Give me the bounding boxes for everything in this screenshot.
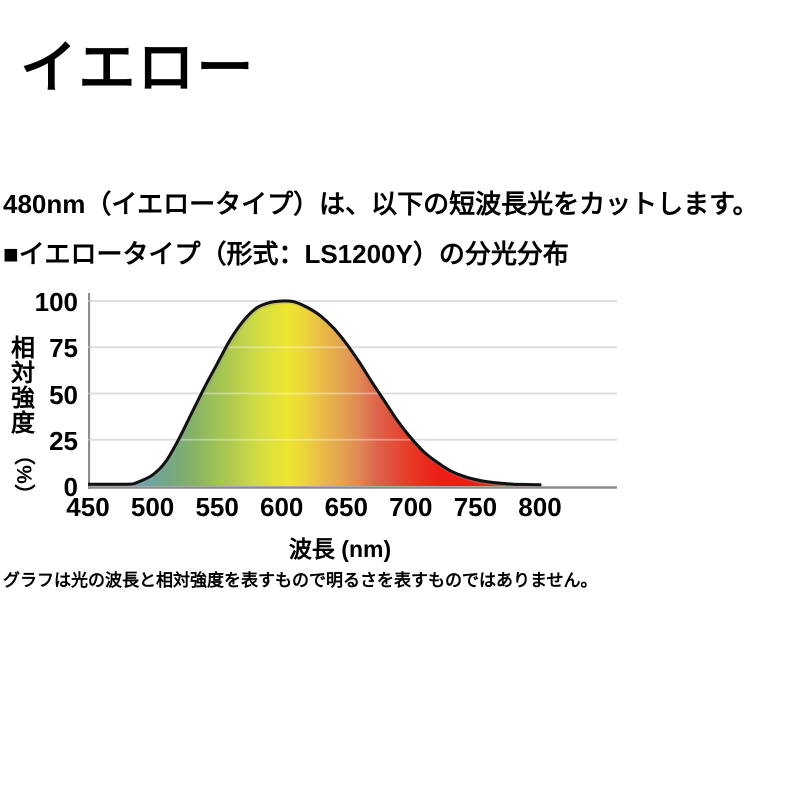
x-tick-label: 550 bbox=[195, 492, 239, 522]
y-axis-title-char: 度 bbox=[11, 410, 35, 437]
y-tick-label: 75 bbox=[49, 333, 78, 364]
x-tick-label: 750 bbox=[453, 492, 498, 522]
x-tick-label: 700 bbox=[389, 492, 433, 522]
y-axis-title-char: 強 bbox=[11, 385, 35, 412]
y-tick-label: 0 bbox=[63, 472, 78, 502]
y-axis-title-chars: 相対強度 bbox=[11, 336, 35, 436]
y-tick-label: 50 bbox=[49, 379, 78, 410]
page-title: イエロー bbox=[20, 36, 256, 100]
footnote-text: グラフは光の波長と相対強度を表すもので明るさを表すものではありません。 bbox=[3, 571, 598, 590]
y-tick-label: 100 bbox=[34, 287, 78, 317]
x-tick-label: 600 bbox=[260, 492, 304, 522]
y-axis-title-char: 対 bbox=[11, 360, 35, 387]
x-axis-ticks: 450 500 550 600 650 700 750 800 bbox=[66, 492, 633, 524]
x-axis-title: 波長 (nm) bbox=[288, 536, 392, 562]
x-tick-label: 800 bbox=[518, 492, 562, 522]
description-text: 480nm（イエロータイプ）は、以下の短波長光をカットします。 bbox=[3, 189, 759, 219]
y-axis-title-char: 相 bbox=[11, 335, 35, 362]
section-heading: ■イエロータイプ（形式：LS1200Y）の分光分布 bbox=[3, 239, 569, 269]
y-axis-title: 相対強度 （%） bbox=[0, 336, 46, 505]
x-tick-label: 450 bbox=[66, 492, 110, 522]
plot-area bbox=[88, 293, 617, 489]
x-tick-label: 650 bbox=[324, 492, 368, 522]
y-tick-label: 25 bbox=[49, 425, 78, 456]
y-axis-ticks: 0 25 50 75 100 bbox=[12, 0, 78, 520]
x-tick-label: 500 bbox=[130, 492, 175, 522]
